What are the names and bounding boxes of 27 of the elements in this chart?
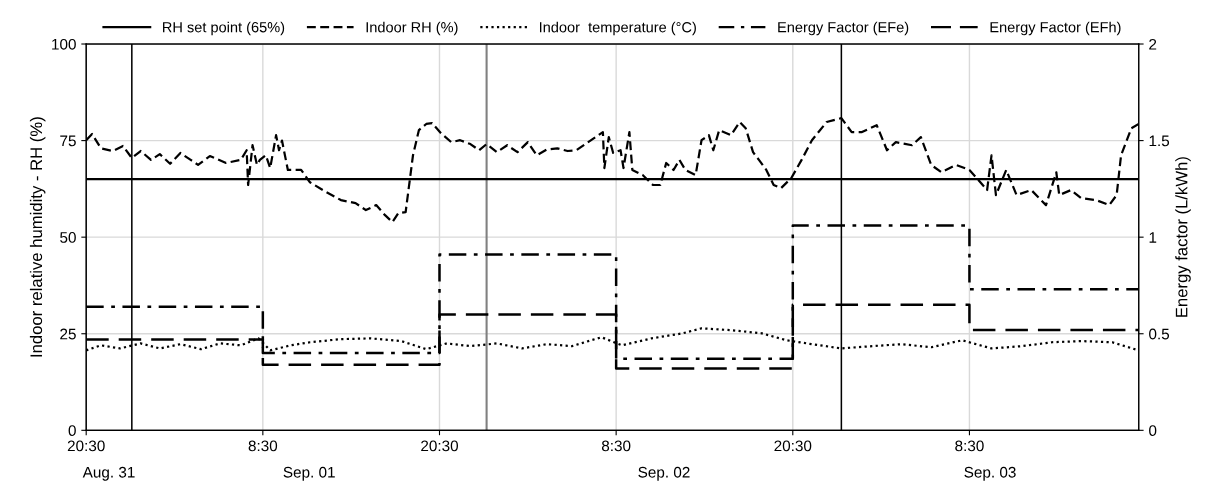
y-tick-label: 50 xyxy=(60,232,76,243)
x-tick-label: 8:30 xyxy=(955,440,984,452)
legend-label: RH set point (65%) xyxy=(163,21,285,36)
y2-tick-label: 1 xyxy=(1149,232,1157,243)
y-tick-label: 0 xyxy=(68,425,76,437)
y2-tick-label: 0.5 xyxy=(1149,328,1170,340)
x-tick-label: 8:30 xyxy=(248,440,278,452)
y-tick-label: 100 xyxy=(52,38,76,50)
legend-label: Energy Factor (EFh) xyxy=(990,21,1121,36)
x-tick-label: 8:30 xyxy=(601,440,631,452)
y2-tick-label: 1.5 xyxy=(1149,135,1170,147)
y2-tick-label: 0 xyxy=(1149,425,1157,437)
text: Sep. 02 xyxy=(638,466,690,481)
text: Aug. 31 xyxy=(82,466,135,481)
y-tick-label: 75 xyxy=(60,135,76,147)
text: Sep. 01 xyxy=(283,466,335,481)
y-axis-title: Indoor relative humidity - RH (%) xyxy=(29,117,46,357)
x-tick-label: 20:30 xyxy=(67,440,105,452)
text: Sep. 03 xyxy=(964,466,1016,481)
y2-tick-label: 2 xyxy=(1149,38,1157,50)
x-tick-label: 20:30 xyxy=(421,440,459,452)
legend-label: Energy Factor (EFe) xyxy=(778,21,909,36)
x-tick-label: 20:30 xyxy=(774,440,812,452)
legend-label: Indoor RH (%) xyxy=(366,21,458,36)
y2-axis-title: Energy factor (L/kWh) xyxy=(1175,157,1191,317)
y-tick-label: 25 xyxy=(60,328,76,340)
legend-label: Indoor temperature (°C) xyxy=(539,21,696,36)
